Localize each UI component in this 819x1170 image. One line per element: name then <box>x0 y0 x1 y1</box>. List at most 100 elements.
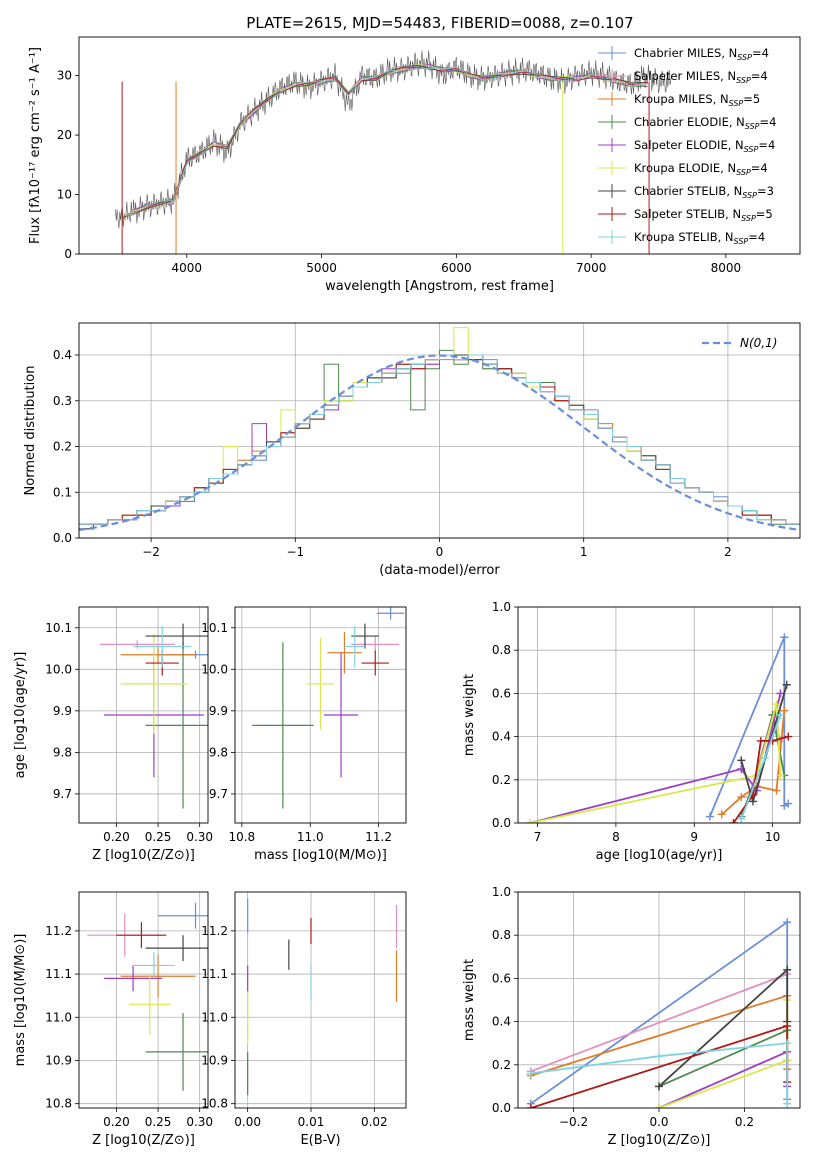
legend-value: =4 <box>760 115 777 129</box>
weight-marker-chabrier_miles <box>780 633 789 642</box>
x-axis-label: Z [log10(Z/Z⊙)] <box>92 1133 195 1148</box>
plot-area <box>526 918 792 1108</box>
x-axis-label: E(B-V) <box>300 1133 340 1148</box>
figure-title: PLATE=2615, MJD=54483, FIBERID=0088, z=0… <box>246 14 633 32</box>
legend-value: =3 <box>757 184 774 198</box>
y-tick-label: 10.8 <box>45 1097 72 1111</box>
panel-weight_vs_age: 7 8 9 10 0.0 0.2 0.4 0.6 0.8 1.0 age [log10(age/yr… <box>462 600 801 863</box>
weight-line-kroupa_stelib <box>530 1042 789 1104</box>
y-tick-label: 1.0 <box>492 600 511 614</box>
y-tick-label: 11.2 <box>45 924 72 938</box>
weight-marker-salpeter_stelib <box>729 819 738 823</box>
weight-marker-salpeter_elodie <box>776 689 785 698</box>
y-tick-label: 0.2 <box>492 773 511 787</box>
legend-value: =5 <box>756 207 773 221</box>
x-tick-label: 1 <box>580 545 588 559</box>
weight-line-kroupa_stelib <box>740 714 782 820</box>
legend-subscript: SSP <box>741 214 756 223</box>
x-tick-label: −0.2 <box>559 1115 588 1129</box>
x-tick-label: 6000 <box>441 261 472 275</box>
y-tick-label: 0.2 <box>53 440 72 454</box>
x-tick-label: 0 <box>436 545 444 559</box>
x-tick-label: 0.20 <box>103 830 130 844</box>
legend-subscript: SSP <box>744 145 759 154</box>
legend-subscript: SSP <box>737 53 752 62</box>
weight-marker-salpeter_stelib <box>526 1104 535 1108</box>
x-tick-label: 4000 <box>172 261 203 275</box>
y-tick-label: 0.6 <box>492 971 511 985</box>
model-spectrum-kroupa_elodie <box>121 63 648 221</box>
y-axis-label: mass weight <box>462 674 477 756</box>
y-tick-label: 10.0 <box>45 662 72 676</box>
axes-frame <box>78 606 209 824</box>
legend-subscript: SSP <box>742 191 757 200</box>
x-axis-label: (data-model)/error <box>379 563 500 578</box>
x-tick-label: 10 <box>765 830 780 844</box>
weight-marker-kroupa_elodie <box>776 771 785 780</box>
y-tick-label: 0.0 <box>492 816 511 830</box>
x-tick-label: 0.2 <box>735 1115 754 1129</box>
x-tick-label: 0.30 <box>186 1115 213 1129</box>
x-tick-label: 0.25 <box>145 1115 172 1129</box>
x-tick-label: 0.25 <box>145 830 172 844</box>
model-spectrum-chabrier_stelib <box>121 64 648 219</box>
y-tick-label: 11.1 <box>45 967 72 981</box>
legend-label-chabrier_miles: Chabrier MILES, NSSP=4 <box>634 46 769 62</box>
plot-area <box>247 898 398 1096</box>
weight-marker-salpeter_stelib <box>783 1021 792 1030</box>
plot-area <box>525 633 793 823</box>
y-tick-label: 11.2 <box>201 924 228 938</box>
model-spectrum-kroupa_miles <box>121 67 648 217</box>
weight-marker-kroupa_stelib <box>526 1069 535 1078</box>
y-axis-label: Flux [fλ10⁻¹⁷ erg cm⁻² s⁻¹ A⁻¹] <box>28 47 43 244</box>
legend-label-chabrier_stelib: Chabrier STELIB, NSSP=3 <box>634 184 774 200</box>
x-tick-label: −1 <box>286 545 304 559</box>
x-axis-label: mass [log10(M/M⊙)] <box>254 848 387 863</box>
model-spectrum-salpeter_stelib <box>122 67 648 217</box>
weight-marker-chabrier_miles <box>783 918 792 927</box>
panel-weight_vs_Z: −0.2 0.0 0.2 0.0 0.2 0.4 0.6 0.8 1.0 Z [log10(Z/Z… <box>462 885 801 1148</box>
panel-mass_vs_Z: 0.20 0.25 0.30 10.8 10.9 11.0 11.1 11.2 Z [log10… <box>13 891 213 1148</box>
y-tick-label: 0.1 <box>53 485 72 499</box>
legend-label-salpeter_stelib: Salpeter STELIB, NSSP=5 <box>634 207 773 223</box>
model-spectrum-kroupa_stelib <box>122 66 648 217</box>
model-spectrum-salpeter_miles <box>122 67 648 217</box>
legend-label-kroupa_miles: Kroupa MILES, NSSP=5 <box>634 92 760 108</box>
weight-marker-salpeter_stelib <box>784 732 793 741</box>
y-tick-label: 9.9 <box>53 704 72 718</box>
legend-normal-label: N(0,1) <box>740 336 777 350</box>
y-tick-label: 9.7 <box>209 787 228 801</box>
weight-marker-chabrier_miles <box>784 799 793 808</box>
legend-label-salpeter_miles: Salpeter MILES, NSSP=4 <box>634 69 768 85</box>
weight-line-salpeter_miles <box>530 973 788 1073</box>
axes-frame <box>234 891 407 1109</box>
legend-subscript: SSP <box>734 237 749 246</box>
plot-area <box>252 607 405 809</box>
y-axis-label: mass weight <box>462 959 477 1041</box>
y-tick-label: 11.1 <box>201 967 228 981</box>
x-axis-label: wavelength [Angstrom, rest frame] <box>325 279 554 294</box>
y-tick-label: 0 <box>64 247 72 261</box>
x-axis-label: Z [log10(Z/Z⊙)] <box>92 848 195 863</box>
axes-frame <box>517 891 801 1109</box>
model-spectrum-salpeter_elodie <box>121 63 648 221</box>
y-tick-label: 11.0 <box>45 1010 72 1024</box>
weight-marker-kroupa_elodie <box>525 819 534 823</box>
plot-area <box>87 902 208 1091</box>
weight-marker-kroupa_stelib <box>737 814 746 823</box>
x-tick-label: 0.30 <box>186 830 213 844</box>
y-tick-label: 0.0 <box>492 1101 511 1115</box>
x-tick-label: 9 <box>690 830 698 844</box>
x-tick-label: −2 <box>142 545 160 559</box>
weight-marker-kroupa_elodie <box>655 1104 663 1108</box>
weight-marker-chabrier_miles <box>705 812 714 821</box>
x-tick-label: 7000 <box>576 261 607 275</box>
panel-age_vs_mass: 10.8 11.0 11.2 9.7 9.8 9.9 10.0 10.1 mass [log10… <box>201 606 407 863</box>
weight-marker-chabrier_stelib <box>655 1082 663 1091</box>
plot-area <box>79 327 800 538</box>
y-tick-label: 9.9 <box>209 704 228 718</box>
y-tick-label: 0.4 <box>492 730 511 744</box>
weight-marker-kroupa_miles <box>717 810 726 819</box>
x-tick-label: 8000 <box>711 261 742 275</box>
